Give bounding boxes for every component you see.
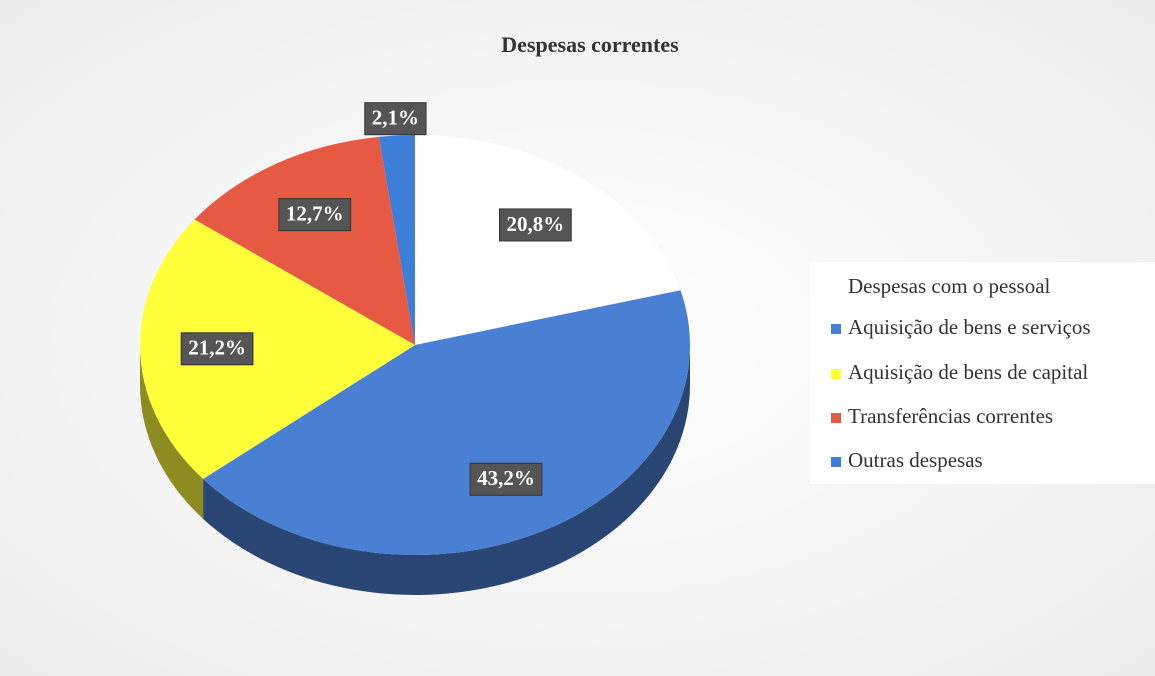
pie-side	[203, 345, 690, 595]
data-label-box	[278, 198, 352, 232]
legend-marker	[831, 369, 841, 379]
legend-box	[810, 262, 1155, 484]
legend-label: Outras despesas	[848, 448, 983, 472]
data-label-box	[180, 332, 254, 366]
data-label-box	[469, 462, 543, 496]
data-label-text: 43,2%	[477, 466, 535, 490]
pie-side	[140, 345, 204, 519]
legend-label: Despesas com o pessoal	[848, 274, 1051, 298]
data-label: 12,7%	[278, 198, 352, 232]
data-label-text: 2,1%	[372, 106, 419, 130]
data-label-box	[364, 102, 427, 136]
pie-slice	[378, 135, 415, 345]
data-label: 20,8%	[498, 208, 572, 242]
legend-label: Transferências correntes	[848, 404, 1053, 428]
legend-label: Aquisição de bens e serviços	[848, 315, 1091, 339]
legend-marker	[831, 324, 841, 334]
legend-marker	[831, 283, 841, 293]
pie-slice	[194, 136, 415, 345]
data-label-text: 12,7%	[286, 201, 344, 225]
data-label-text: 20,8%	[506, 212, 564, 236]
legend-label: Aquisição de bens de capital	[848, 360, 1088, 384]
data-label: 21,2%	[180, 332, 254, 366]
data-label: 43,2%	[469, 462, 543, 496]
pie-slice	[203, 290, 691, 556]
pie-slice	[139, 219, 415, 479]
data-label-text: 21,2%	[188, 336, 246, 360]
legend-marker	[831, 413, 841, 423]
data-label: 2,1%	[364, 102, 427, 136]
data-label-box	[498, 208, 572, 242]
legend-marker	[831, 457, 841, 467]
chart-title: Despesas correntes	[501, 32, 679, 57]
